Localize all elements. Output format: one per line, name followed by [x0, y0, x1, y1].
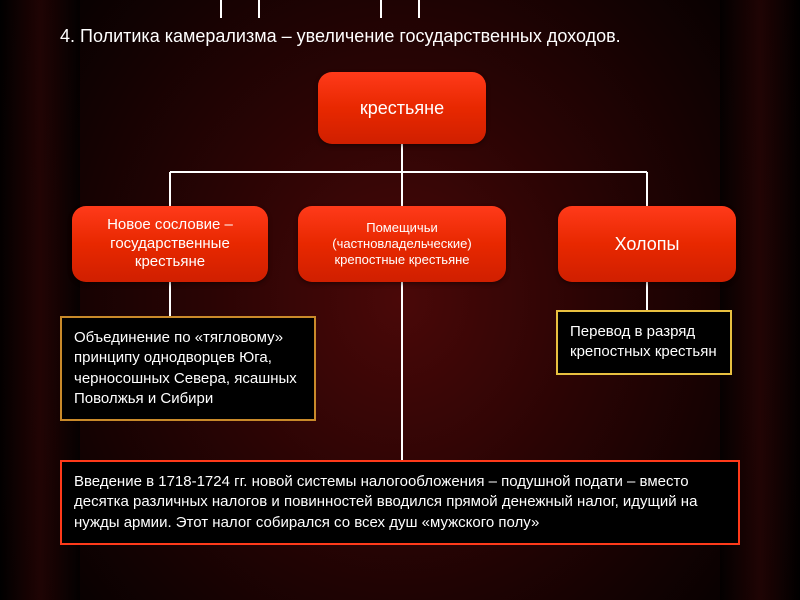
slide-title: 4. Политика камерализма – увеличение гос… — [60, 26, 740, 47]
info-left: Объединение по «тягловому» принципу одно… — [60, 316, 316, 421]
node-right: Холопы — [558, 206, 736, 282]
node-root: крестьяне — [318, 72, 486, 144]
top-connector-stubs — [160, 0, 480, 18]
info-right: Перевод в разряд крепостных крестьян — [556, 310, 732, 375]
node-mid: Помещичьи (частновладельческие) крепостн… — [298, 206, 506, 282]
info-bottom: Введение в 1718-1724 гг. новой системы н… — [60, 460, 740, 545]
node-left: Новое сословие – государственные крестья… — [72, 206, 268, 282]
